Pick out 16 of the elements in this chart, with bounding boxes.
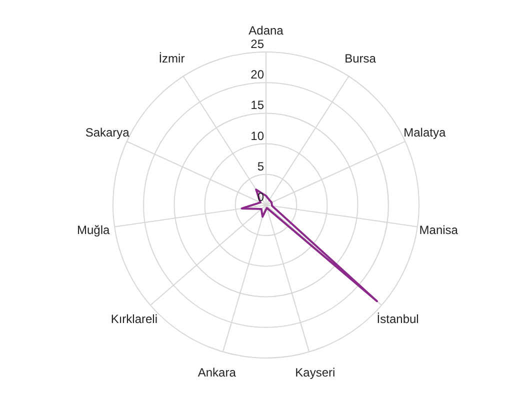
spoke-label: Manisa [419, 222, 458, 237]
spoke-label: Kırklareli [110, 312, 158, 326]
spoke-label: İzmir [158, 51, 185, 66]
spoke-label: Muğla [77, 222, 110, 237]
spoke-label: Ankara [198, 365, 236, 380]
spoke-label: İstanbul [376, 312, 419, 326]
y-tick-label: 20 [250, 68, 264, 82]
y-tick-label: 25 [250, 37, 264, 51]
y-tick-label: 5 [257, 159, 264, 174]
spoke-label: Adana [248, 24, 284, 38]
spoke-label: Malatya [404, 126, 446, 140]
y-tick-label: 15 [250, 98, 264, 112]
spoke-label: Bursa [344, 51, 376, 66]
spoke-label: Kayseri [295, 365, 336, 380]
y-tick-label: 10 [250, 128, 264, 143]
spoke-label: Sakarya [85, 126, 130, 140]
